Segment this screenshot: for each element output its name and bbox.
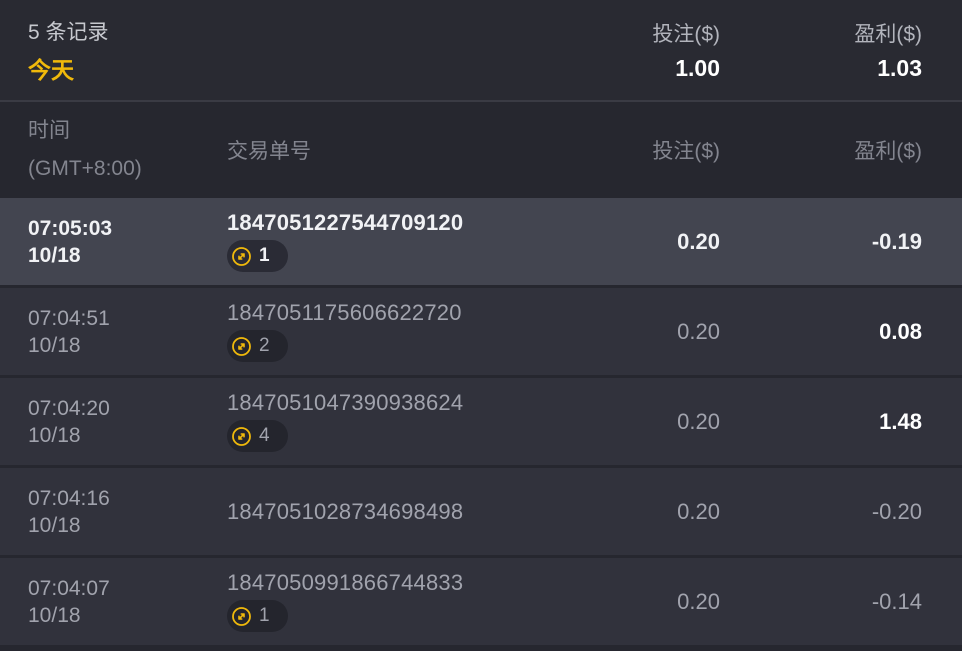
row-time: 07:04:51 (28, 306, 110, 330)
column-header-bet: 投注($) (652, 140, 720, 163)
order-id: 1847051047390938624 (227, 390, 464, 416)
row-date: 10/18 (28, 513, 81, 537)
order-rounds-badge[interactable]: 4 (227, 420, 288, 453)
col-time-label: 时间 (28, 119, 70, 142)
row-time-cell: 07:04:16 10/18 (28, 485, 227, 539)
row-order-cell: 1847051227544709120 1 (227, 210, 520, 273)
row-bet-value: 0.20 (677, 228, 720, 254)
table-body: 07:05:03 10/18 1847051227544709120 1 0.2… (0, 198, 962, 645)
column-header-order: 交易单号 (227, 140, 311, 163)
order-rounds-badge[interactable]: 1 (227, 600, 288, 633)
row-time: 07:04:16 (28, 486, 110, 510)
summary-profit-total: 1.03 (877, 55, 922, 81)
coin-transfer-icon (232, 606, 251, 626)
order-id: 1847051028734698498 (227, 498, 464, 524)
row-bet-value: 0.20 (677, 498, 720, 524)
order-rounds-badge[interactable]: 1 (227, 240, 288, 273)
row-order-cell: 1847051047390938624 4 (227, 390, 520, 453)
row-profit-value: 1.48 (879, 408, 922, 434)
order-id: 1847050991866744833 (227, 570, 464, 596)
records-count: 5 条记录 (28, 20, 109, 44)
summary-header: 5 条记录 今天 投注($) 1.00 盈利($) 1.03 (0, 0, 962, 102)
coin-transfer-icon (232, 246, 251, 266)
row-time: 07:05:03 (28, 216, 113, 240)
summary-profit-column: 盈利($) 1.03 (720, 18, 922, 82)
col-timezone-label: (GMT+8:00) (28, 157, 142, 180)
table-row[interactable]: 07:04:07 10/18 1847050991866744833 1 0.2… (0, 558, 962, 645)
row-bet-value: 0.20 (677, 318, 720, 344)
row-date: 10/18 (28, 423, 81, 447)
coin-transfer-icon (232, 336, 251, 356)
table-row[interactable]: 07:04:20 10/18 1847051047390938624 4 0.2… (0, 378, 962, 465)
badge-count: 1 (259, 245, 270, 267)
row-time-cell: 07:04:51 10/18 (28, 305, 227, 359)
table-row[interactable]: 07:04:51 10/18 1847051175606622720 2 0.2… (0, 288, 962, 375)
row-time: 07:04:07 (28, 576, 110, 600)
row-bet-value: 0.20 (677, 408, 720, 434)
summary-bet-label: 投注($) (652, 23, 720, 46)
row-profit-value: -0.14 (871, 588, 922, 614)
row-time-cell: 07:04:07 10/18 (28, 575, 227, 629)
coin-transfer-icon (232, 426, 251, 446)
order-rounds-badge[interactable]: 2 (227, 330, 288, 363)
row-profit-value: -0.19 (871, 228, 922, 254)
row-time-cell: 07:04:20 10/18 (28, 395, 227, 449)
table-row[interactable]: 07:05:03 10/18 1847051227544709120 1 0.2… (0, 198, 962, 285)
row-profit-value: 0.08 (879, 318, 922, 344)
row-order-cell: 1847051175606622720 2 (227, 300, 520, 363)
badge-count: 2 (259, 335, 270, 357)
row-bet-value: 0.20 (677, 588, 720, 614)
badge-count: 4 (259, 425, 270, 447)
summary-bet-column: 投注($) 1.00 (520, 18, 720, 82)
table-row[interactable]: 07:04:16 10/18 1847051028734698498 0.20 … (0, 468, 962, 555)
period-filter-today[interactable]: 今天 (28, 56, 74, 83)
row-date: 10/18 (28, 243, 81, 267)
row-date: 10/18 (28, 333, 81, 357)
row-time: 07:04:20 (28, 396, 110, 420)
row-order-cell: 1847051028734698498 (227, 499, 520, 525)
column-header-profit: 盈利($) (854, 140, 922, 163)
column-header-time: 时间 (GMT+8:00) (28, 112, 227, 188)
row-profit-value: -0.20 (871, 498, 922, 524)
badge-count: 1 (259, 605, 270, 627)
summary-left: 5 条记录 今天 (28, 16, 109, 85)
row-date: 10/18 (28, 603, 81, 627)
order-id: 1847051227544709120 (227, 210, 464, 236)
row-order-cell: 1847050991866744833 1 (227, 570, 520, 633)
summary-bet-total: 1.00 (675, 55, 720, 81)
table-header: 时间 (GMT+8:00) 交易单号 投注($) 盈利($) (0, 102, 962, 198)
order-id: 1847051175606622720 (227, 300, 462, 326)
row-time-cell: 07:05:03 10/18 (28, 215, 227, 269)
summary-profit-label: 盈利($) (854, 23, 922, 46)
